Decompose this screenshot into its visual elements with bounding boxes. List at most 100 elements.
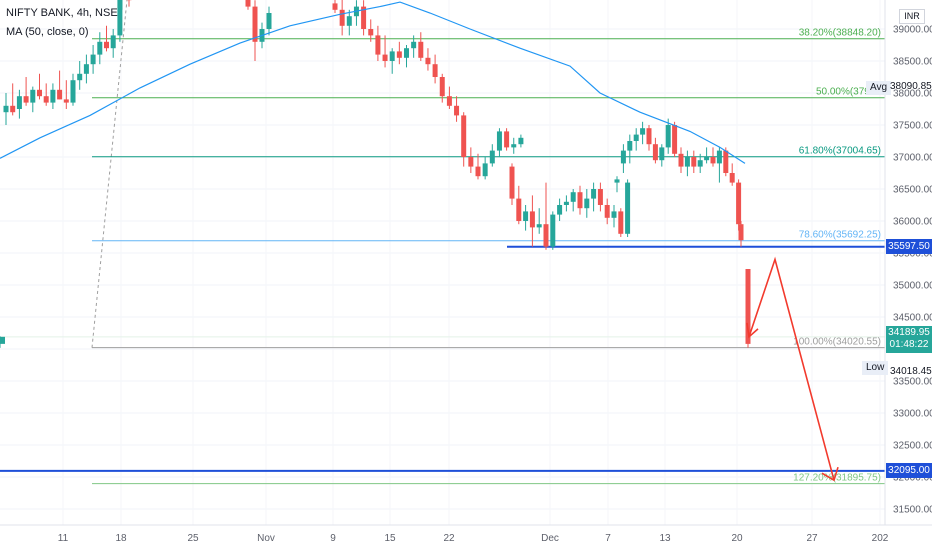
candle-body	[678, 153, 684, 167]
candle-body	[620, 150, 626, 164]
candle-body	[110, 35, 116, 49]
candle-body	[591, 189, 597, 199]
fib-trend-line[interactable]	[91, 0, 128, 348]
indicator-title[interactable]: MA (50, close, 0)	[6, 26, 89, 38]
fibonacci-retracement[interactable]: 38.20%(38848.20) 50.00%(37926 61.80%(37004…	[91, 0, 885, 485]
time-axis[interactable]: 11 18 25 Nov 9 15 22 Dec 7 13 20 27 202	[0, 524, 932, 544]
candle-body	[691, 157, 697, 167]
candle	[678, 147, 684, 173]
candle-body	[16, 96, 22, 109]
candle-body	[411, 41, 417, 49]
candle-body	[368, 29, 374, 36]
candle	[77, 61, 83, 90]
candle	[684, 150, 690, 177]
candle-body	[523, 211, 529, 221]
candle	[625, 179, 631, 237]
candle	[252, 0, 258, 61]
time-tick-label: 13	[659, 533, 671, 544]
price-axis[interactable]: 31500.0032000.0032500.0033000.0033500.00…	[884, 0, 932, 525]
candle	[104, 25, 109, 52]
candle	[618, 208, 624, 237]
arrow-end-head	[821, 466, 839, 482]
candle-body	[482, 163, 488, 177]
candle	[496, 128, 502, 157]
candle	[529, 195, 535, 247]
candle	[3, 93, 9, 125]
avg-price-value: 38090.85	[890, 81, 932, 93]
candle-body	[454, 105, 460, 116]
time-tick-label: 7	[605, 533, 611, 544]
candle	[504, 128, 510, 151]
candle-body	[625, 182, 631, 234]
price-tick-label: 35000.00	[893, 281, 932, 292]
last-price-tag: 34189.95 01:48:22	[886, 325, 932, 353]
symbol-title[interactable]: NIFTY BANK, 4h, NSE	[6, 7, 118, 19]
candle	[627, 134, 633, 164]
candle-body	[704, 157, 710, 161]
candle-body	[432, 64, 438, 77]
projection-path[interactable]	[748, 256, 835, 481]
candle-body	[50, 89, 56, 103]
price-tick-label: 37500.00	[893, 121, 932, 132]
horizontal-lines[interactable]	[0, 245, 885, 472]
candle	[461, 112, 467, 167]
candle	[640, 121, 646, 145]
candle	[418, 32, 424, 61]
candle	[83, 54, 89, 84]
candle	[710, 147, 716, 167]
price-tick-label: 38000.00	[893, 89, 932, 100]
price-tick-label: 37000.00	[893, 153, 932, 164]
candle-body	[339, 9, 345, 26]
candle	[117, 0, 123, 42]
candle	[704, 147, 710, 164]
candle-body	[346, 16, 352, 26]
candle	[446, 86, 452, 109]
candle-body	[736, 182, 742, 225]
candle-body	[611, 211, 617, 218]
price-tick-label: 33000.00	[893, 409, 932, 420]
candle-body	[332, 3, 338, 10]
candle	[475, 153, 481, 180]
fib-level-label: 61.80%(37004.65)	[799, 146, 881, 157]
candle	[597, 182, 603, 212]
candle-body	[729, 173, 735, 183]
candle	[126, 0, 132, 7]
candle	[672, 121, 678, 157]
candle	[454, 96, 460, 122]
projection-arrow[interactable]	[746, 256, 839, 482]
candle	[652, 137, 658, 164]
candle-body	[389, 51, 395, 61]
candle	[245, 0, 251, 10]
low-price-value: 34018.45	[890, 365, 932, 377]
candle	[411, 35, 417, 58]
candle-body	[57, 89, 63, 100]
candle-body	[10, 105, 16, 113]
candle-body	[570, 192, 576, 202]
candle-body	[518, 137, 524, 145]
candle-body	[697, 160, 703, 167]
candle-body	[245, 0, 251, 7]
candle	[729, 163, 735, 186]
candle	[404, 45, 409, 68]
candle	[577, 185, 583, 215]
candle	[716, 147, 722, 183]
candle-body	[0, 336, 5, 344]
candle-body	[475, 166, 481, 177]
candle	[536, 208, 542, 234]
candle-body	[461, 115, 467, 157]
time-tick-label: 18	[115, 533, 127, 544]
candle	[396, 41, 402, 65]
candle	[563, 195, 569, 212]
candle-body	[439, 77, 445, 97]
candle	[375, 25, 381, 61]
candle-body	[446, 96, 452, 106]
candle-body	[63, 99, 69, 103]
candle	[0, 336, 5, 348]
price-tick-label: 38500.00	[893, 57, 932, 68]
candle-body	[627, 141, 633, 151]
candle	[691, 150, 697, 173]
candle	[523, 205, 529, 231]
currency-badge[interactable]: INR	[899, 9, 925, 24]
